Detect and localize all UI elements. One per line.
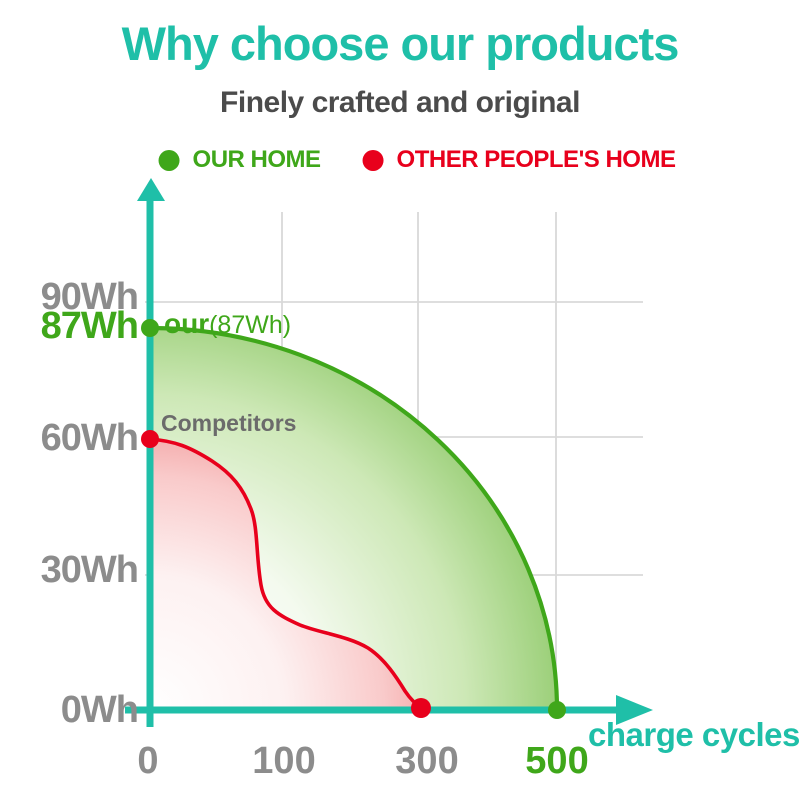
competitors-start-marker [141,430,159,448]
competitors-series-curve [149,437,423,710]
y-axis-arrow-icon [137,178,165,201]
legend-item-our-home: OUR HOME [158,146,322,174]
competitors-annotation: Competitors [161,410,297,436]
x-axis-arrow-icon [616,695,653,725]
x-tick-500: 500 [525,740,589,782]
red-dot-icon [362,149,384,171]
green-dot-icon [158,149,180,171]
our-series-annotation-name: our [164,308,210,339]
legend-item-other-home: OTHER PEOPLE'S HOME [362,146,676,174]
our-end-marker [548,701,566,719]
our-series-annotation-value: (87Wh) [209,311,292,339]
x-axis-title: charge cycles [588,716,800,753]
our-start-marker [141,319,159,337]
legend: OUR HOME OTHER PEOPLE'S HOME [158,146,676,174]
legend-label-other-home: OTHER PEOPLE'S HOME [396,146,676,173]
x-tick-100: 100 [252,740,316,782]
legend-label-our-home: OUR HOME [192,146,322,173]
y-tick-60wh: 60Wh [40,417,139,459]
y-tick-0wh: 0Wh [60,689,139,731]
x-tick-0: 0 [137,740,159,782]
x-tick-300: 300 [395,740,459,782]
page-title: Why choose our products [121,17,680,70]
our-series-curve [149,325,560,711]
page-subtitle: Finely crafted and original [220,86,580,119]
y-tick-30wh: 30Wh [40,549,139,591]
our-series-annotation: our(87Wh) [164,308,291,340]
axes [125,178,653,727]
y-tick-87wh: 87Wh [40,305,139,347]
competitors-end-marker [411,698,431,718]
y-tick-90wh: 90Wh [40,276,139,318]
